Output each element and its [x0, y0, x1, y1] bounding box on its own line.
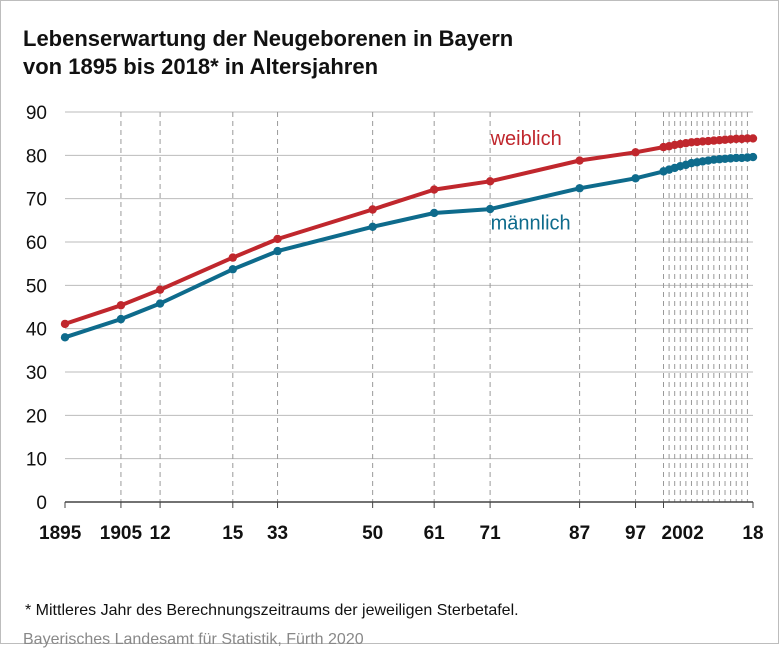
footnote: * Mittleres Jahr des Berechnungszeitraum… — [25, 602, 519, 619]
x-tick-label-18: 18 — [742, 523, 763, 544]
y-tick-label-70: 70 — [26, 190, 47, 211]
chart-title-line-1: Lebenserwartung der Neugeborenen in Baye… — [23, 26, 514, 51]
data-point-0-1950 — [368, 205, 377, 214]
data-point-1-1912 — [155, 299, 165, 308]
data-point-0-1971 — [485, 177, 495, 186]
series-line-0 — [63, 136, 755, 326]
y-tick-label-60: 60 — [26, 233, 47, 254]
data-point-1-2018 — [748, 152, 758, 162]
data-point-1-1925 — [228, 265, 238, 274]
data-point-1-1895 — [60, 333, 70, 342]
x-tick-label-1905: 1905 — [100, 523, 143, 544]
x-tick-label-1895: 1895 — [39, 523, 82, 544]
data-point-1-1971 — [485, 204, 495, 214]
series-label-0: weiblich — [490, 128, 562, 150]
y-tick-label-40: 40 — [26, 320, 47, 341]
y-tick-label-50: 50 — [26, 276, 47, 297]
x-tick-label-71: 71 — [480, 523, 502, 544]
data-point-1-1997 — [631, 174, 640, 183]
data-point-0-1961 — [429, 185, 439, 194]
data-point-0-1895 — [60, 319, 70, 329]
x-tick-label-61: 61 — [424, 523, 446, 544]
y-tick-label-20: 20 — [26, 406, 47, 427]
data-point-0-1997 — [631, 148, 640, 157]
chart-title: Lebenserwartung der Neugeborenen in Baye… — [23, 25, 513, 81]
data-point-0-1925 — [228, 253, 238, 262]
series-lines — [63, 136, 755, 340]
y-tick-label-0: 0 — [36, 493, 47, 514]
x-tick-label-12: 12 — [150, 523, 171, 544]
vertical-dashed-gridlines — [120, 112, 748, 502]
data-point-0-2018 — [748, 134, 758, 143]
y-axis-tick-labels: 0 10 20 30 40 50 60 70 80 90 — [26, 103, 47, 514]
data-point-1-1950 — [368, 222, 377, 232]
data-point-0-1905 — [116, 301, 126, 310]
x-tick-label-97: 97 — [625, 523, 646, 544]
series-labels: weiblich männlich — [490, 128, 571, 235]
chart-title-line-2: von 1895 bis 2018* in Altersjahren — [23, 54, 379, 79]
data-point-1-1905 — [116, 314, 126, 324]
x-tick-label-50: 50 — [362, 523, 383, 544]
data-point-0-1987 — [575, 156, 584, 165]
y-tick-label-10: 10 — [26, 450, 47, 471]
x-tick-label-87: 87 — [569, 523, 590, 544]
y-tick-label-80: 80 — [26, 146, 47, 167]
line-chart: 0 10 20 30 40 50 60 70 80 90 1895 1905 12 15 33 50 61 71… — [26, 103, 764, 544]
x-tick-label-15: 15 — [222, 523, 244, 544]
x-axis-tick-labels: 1895 1905 12 15 33 50 61 71 87 97 2002 18 — [39, 502, 764, 544]
y-tick-label-30: 30 — [26, 363, 47, 384]
series-label-1: männlich — [491, 213, 571, 235]
x-tick-label-2002: 2002 — [662, 523, 704, 544]
data-point-1-1961 — [429, 208, 439, 218]
x-tick-label-33: 33 — [267, 523, 288, 544]
series-line-1 — [63, 155, 755, 340]
data-point-1-1933 — [273, 246, 282, 256]
data-point-0-1912 — [155, 285, 165, 294]
data-point-0-1933 — [273, 234, 282, 244]
series-points — [60, 134, 758, 342]
source-note: Bayerisches Landesamt für Statistik, Für… — [23, 631, 364, 648]
y-tick-label-90: 90 — [26, 103, 47, 124]
data-point-1-1987 — [575, 184, 584, 193]
